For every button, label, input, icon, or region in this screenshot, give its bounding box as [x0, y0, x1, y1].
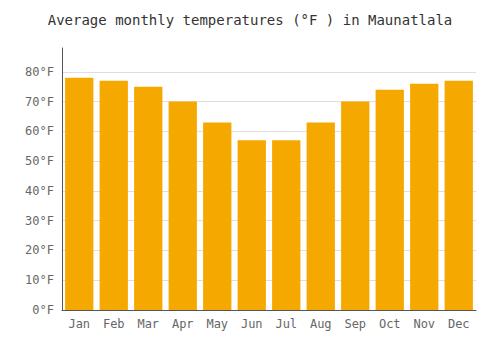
- svg-text:Nov: Nov: [413, 317, 435, 331]
- svg-text:30°F: 30°F: [25, 214, 54, 228]
- svg-text:80°F: 80°F: [25, 65, 54, 79]
- svg-text:70°F: 70°F: [25, 95, 54, 109]
- svg-text:Oct: Oct: [379, 317, 401, 331]
- svg-text:0°F: 0°F: [32, 303, 54, 317]
- svg-text:Jul: Jul: [275, 317, 297, 331]
- svg-text:Sep: Sep: [344, 317, 366, 331]
- svg-text:50°F: 50°F: [25, 154, 54, 168]
- svg-text:Feb: Feb: [103, 317, 125, 331]
- svg-text:Average monthly temperatures (: Average monthly temperatures (°F ) in Ma…: [48, 12, 453, 28]
- svg-text:60°F: 60°F: [25, 124, 54, 138]
- svg-text:20°F: 20°F: [25, 243, 54, 257]
- svg-text:Apr: Apr: [172, 317, 194, 331]
- svg-text:40°F: 40°F: [25, 184, 54, 198]
- svg-text:Aug: Aug: [310, 317, 332, 331]
- svg-text:May: May: [206, 317, 228, 331]
- svg-text:10°F: 10°F: [25, 273, 54, 287]
- svg-text:Jan: Jan: [68, 317, 90, 331]
- svg-text:Jun: Jun: [241, 317, 263, 331]
- svg-text:Mar: Mar: [137, 317, 159, 331]
- svg-text:Dec: Dec: [448, 317, 470, 331]
